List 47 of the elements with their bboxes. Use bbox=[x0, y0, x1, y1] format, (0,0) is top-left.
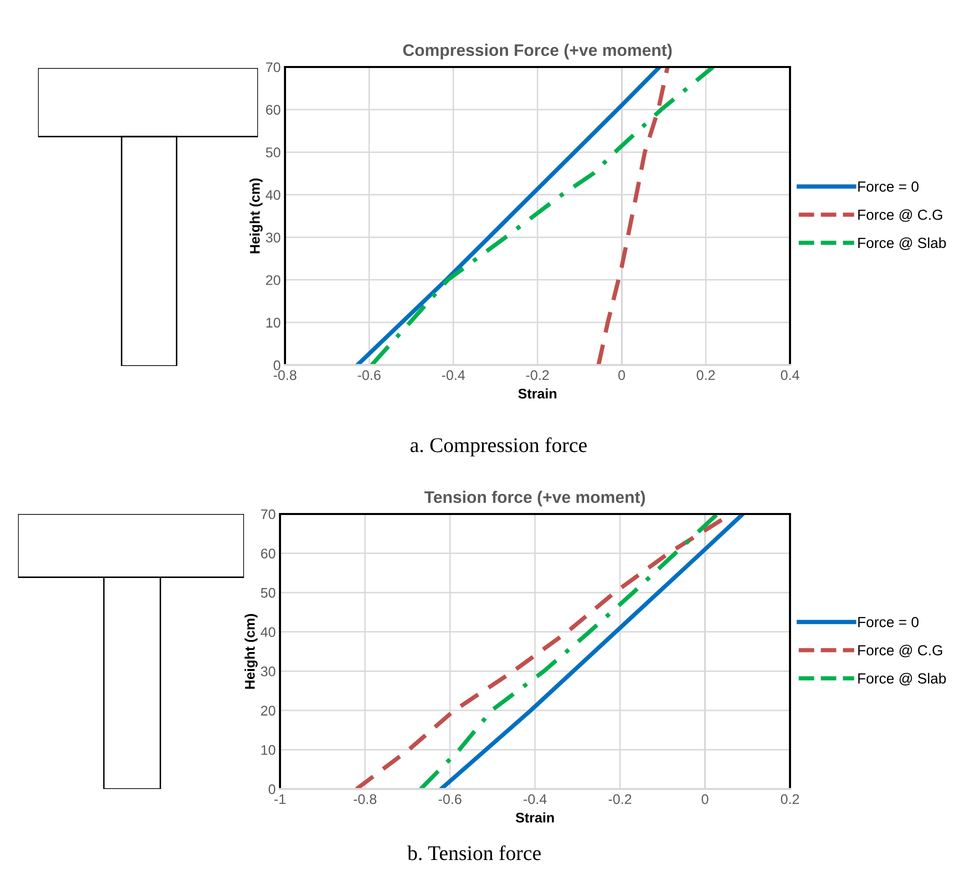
text: a. Compression force bbox=[410, 437, 587, 456]
y-tick-label: 40 bbox=[266, 190, 280, 200]
legend-label: Force @ C.G bbox=[858, 209, 942, 222]
x-axis-title: Strain bbox=[516, 812, 554, 823]
y-tick-label: 50 bbox=[266, 147, 280, 158]
y-tick-label: 60 bbox=[266, 104, 280, 115]
x-tick-label: -0.6 bbox=[438, 794, 462, 804]
chart-title: Tension force (+ve moment) bbox=[424, 490, 645, 506]
legend-label: Force @ Slab bbox=[858, 237, 946, 250]
x-tick-label: -0.4 bbox=[524, 794, 547, 804]
y-axis-title: Height (cm) bbox=[244, 614, 258, 689]
text: b. Tension force bbox=[407, 845, 541, 860]
y-tick-label: 60 bbox=[261, 548, 276, 558]
legend-label: Force @ C.G bbox=[858, 644, 942, 658]
legend-label: Force = 0 bbox=[858, 616, 919, 628]
y-tick-label: 20 bbox=[261, 706, 276, 716]
y-tick-label: 50 bbox=[260, 588, 276, 598]
y-tick-label: 0 bbox=[274, 360, 280, 370]
y-tick-label: 30 bbox=[260, 666, 276, 676]
x-tick-label: -0.4 bbox=[442, 370, 465, 380]
y-tick-label: 20 bbox=[266, 275, 280, 286]
y-axis-title: Height (cm) bbox=[250, 178, 263, 254]
x-tick-label: -0.8 bbox=[354, 794, 376, 804]
y-tick-label: 40 bbox=[260, 627, 276, 638]
x-tick-label: 0.2 bbox=[696, 370, 715, 380]
y-tick-label: 10 bbox=[266, 318, 280, 328]
x-axis-title: Strain bbox=[518, 388, 556, 399]
x-tick-label: -0.6 bbox=[358, 370, 381, 380]
line-series bbox=[355, 67, 662, 365]
x-tick-label: 0 bbox=[702, 794, 708, 804]
legend-label: Force = 0 bbox=[858, 181, 919, 192]
y-tick-label: 10 bbox=[261, 745, 276, 755]
y-tick-label: 70 bbox=[266, 62, 280, 72]
line-series bbox=[596, 67, 670, 365]
x-tick-label: 0.2 bbox=[780, 794, 799, 804]
y-tick-label: 30 bbox=[266, 232, 280, 242]
x-tick-label: -1 bbox=[274, 794, 286, 804]
x-tick-label: 0 bbox=[618, 370, 625, 380]
x-tick-label: -0.8 bbox=[274, 370, 296, 380]
line-series bbox=[370, 67, 716, 365]
y-tick-label: 0 bbox=[268, 784, 276, 794]
legend-label: Force @ Slab bbox=[858, 672, 946, 686]
x-tick-label: -0.2 bbox=[526, 370, 549, 380]
x-tick-label: -0.2 bbox=[608, 794, 632, 804]
y-tick-label: 70 bbox=[261, 509, 276, 520]
chart-title: Compression Force (+ve moment) bbox=[403, 44, 672, 60]
x-tick-label: 0.4 bbox=[780, 370, 800, 380]
